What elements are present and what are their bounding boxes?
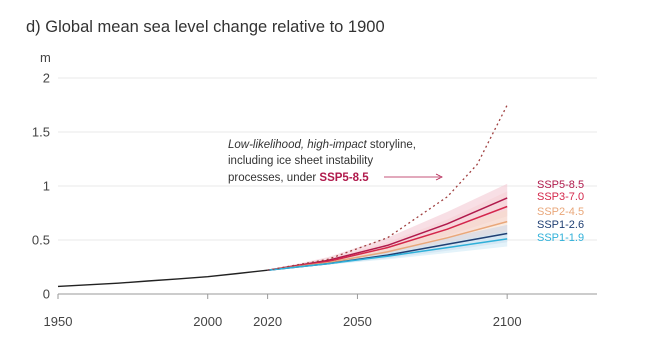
annotation-italic: Low-likelihood, high-impact: [228, 139, 368, 151]
chart-title: d) Global mean sea level change relative…: [26, 18, 385, 36]
x-tick-label: 2100: [493, 314, 522, 329]
x-tick-label: 2020: [253, 314, 282, 329]
y-axis-label: m: [40, 50, 51, 65]
annotation-line-1: Low-likelihood, high-impact storyline,: [228, 139, 416, 151]
series-label-ssp2-45: SSP2-4.5: [537, 206, 584, 218]
series-lines: [57, 104, 508, 288]
annotation-rest: storyline,: [367, 139, 416, 151]
axes: 0 0.5 1 1.5 2 1950 2000 2020 2050 2100: [32, 71, 522, 330]
annotation-prefix: processes, under: [228, 172, 319, 184]
band-ssp1-19: [267, 231, 508, 271]
series-label-ssp3-70: SSP3-7.0: [537, 191, 584, 203]
annotation-line-2: including ice sheet instability: [228, 155, 373, 167]
y-tick-label: 0: [43, 287, 50, 302]
y-tick-label: 1.5: [32, 125, 50, 140]
x-tick-label: 2000: [193, 314, 222, 329]
x-tick-label: 1950: [44, 314, 73, 329]
series-label-ssp5-85: SSP5-8.5: [537, 179, 584, 191]
low-likelihood-line: [267, 104, 508, 271]
annotation-arrowhead: [435, 173, 443, 181]
uncertainty-bands: [267, 183, 508, 271]
annotation-line-3: processes, under SSP5-8.5: [228, 172, 369, 184]
series-label-ssp1-26: SSP1-2.6: [537, 219, 584, 231]
y-tick-label: 2: [43, 71, 50, 86]
historical-line: [57, 269, 268, 288]
annotation-highlight: SSP5-8.5: [319, 172, 369, 184]
y-tick-label: 1: [43, 179, 50, 194]
annotation: Low-likelihood, high-impact storyline, i…: [228, 139, 443, 184]
y-tick-label: 0.5: [32, 233, 50, 248]
series-label-ssp1-19: SSP1-1.9: [537, 232, 584, 244]
x-tick-label: 2050: [343, 314, 372, 329]
line-ssp1-19: [267, 238, 508, 271]
